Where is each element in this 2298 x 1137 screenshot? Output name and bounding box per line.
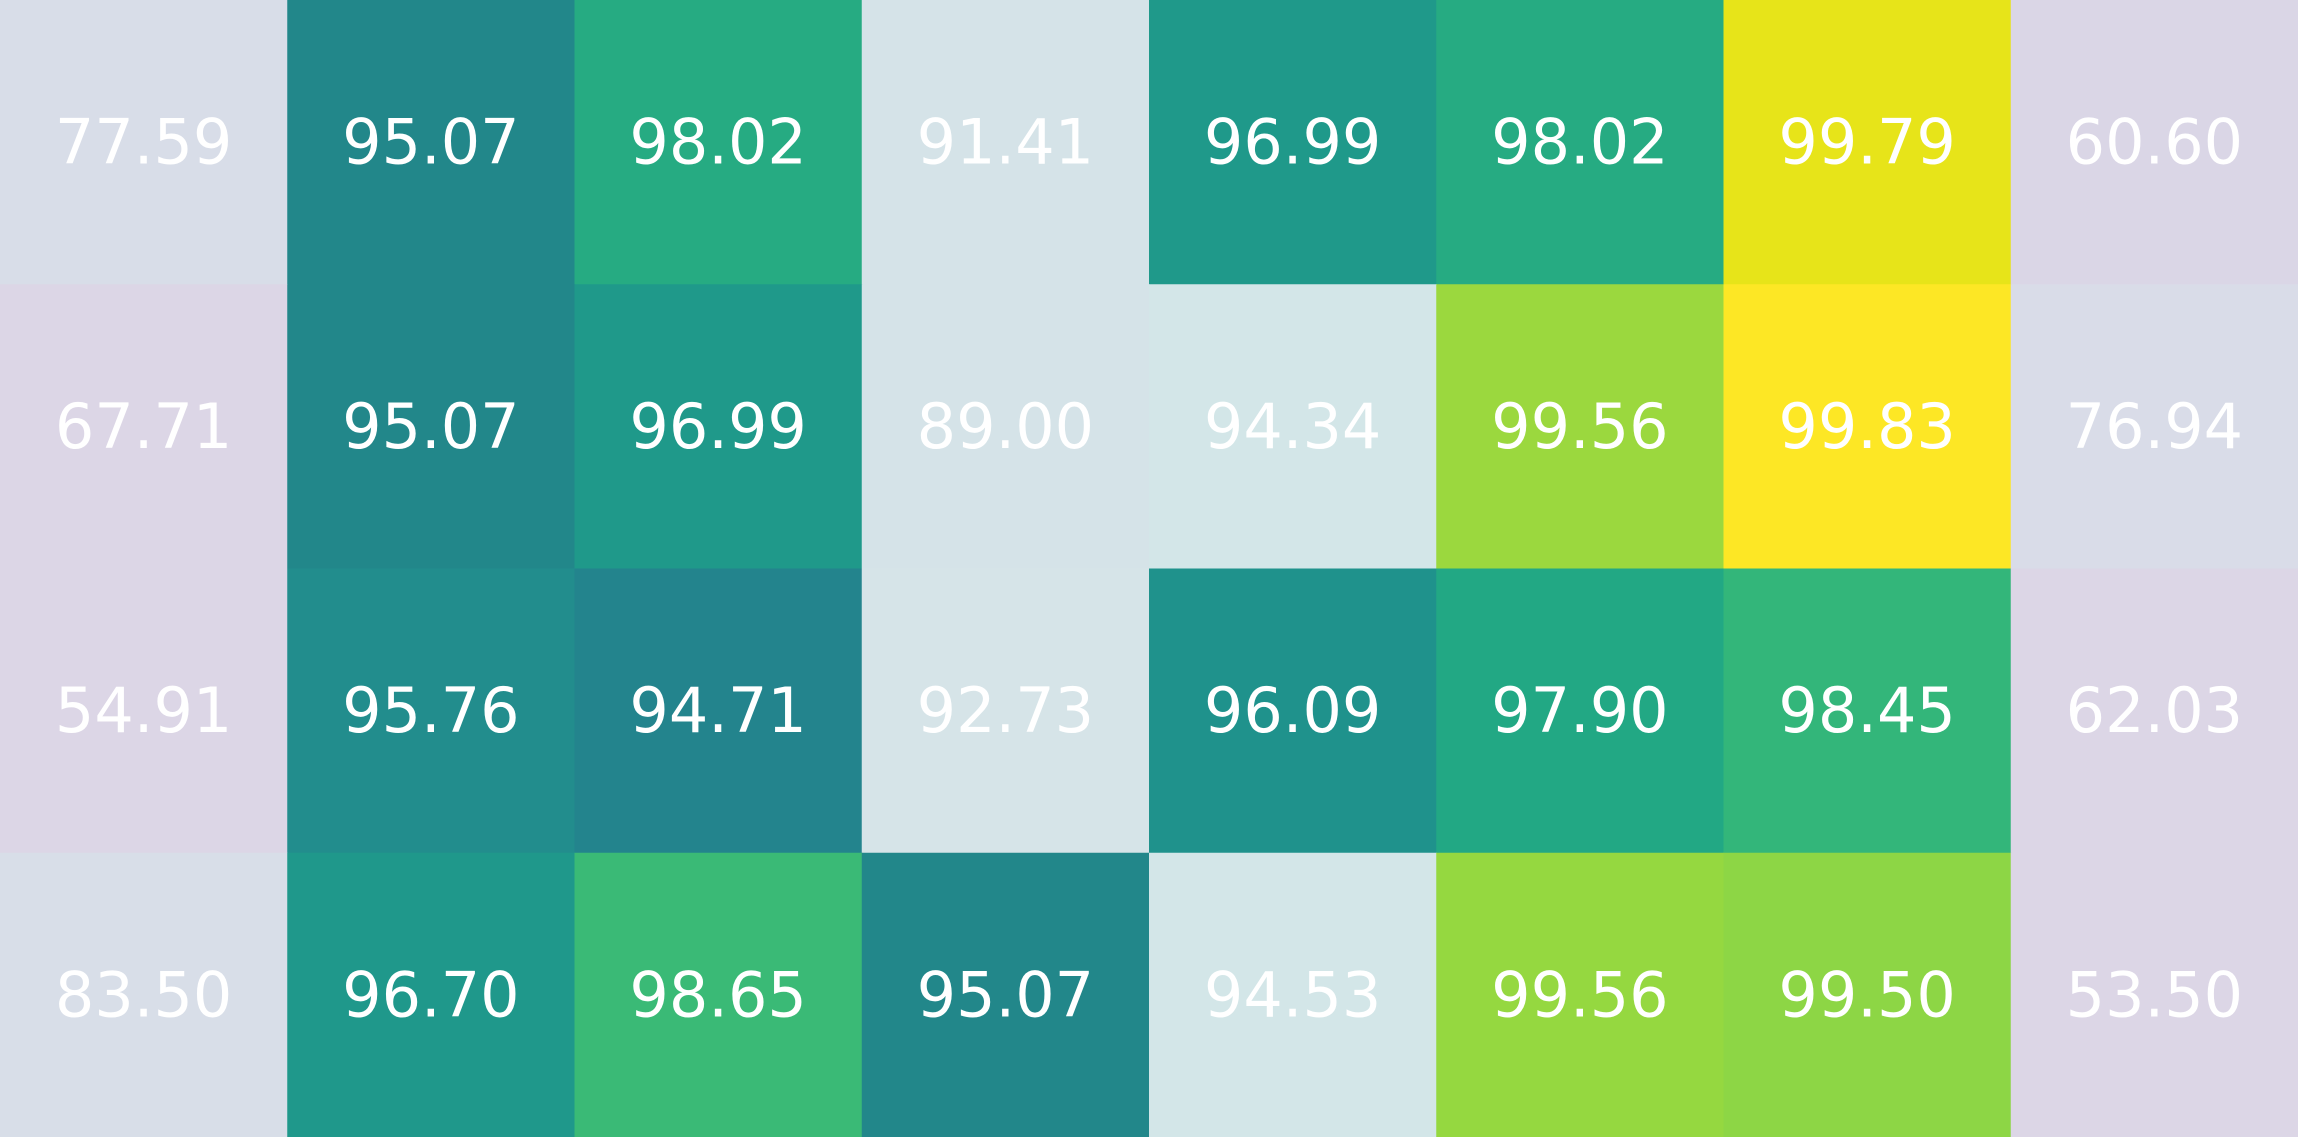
heatmap-cell-r0-c7 [2010,0,2298,285]
heatmap-cell-r1-c5 [1436,284,1725,570]
cell-label-r0-c5: 98.02 [1491,106,1669,179]
heatmap-cell-r3-c4 [1149,852,1437,1137]
cell-label-r0-c7: 60.60 [2066,106,2244,179]
cell-label-r2-c1: 95.76 [342,674,520,747]
cell-label-r1-c4: 94.34 [1204,390,1382,463]
cell-label-r1-c1: 95.07 [342,390,520,463]
cell-label-r2-c2: 94.71 [629,674,807,747]
heatmap-cell-r1-c2 [574,284,863,570]
heatmap-cell-r2-c4 [1149,568,1437,854]
heatmap-cell-r0-c6 [1723,0,2012,285]
cell-label-r2-c3: 92.73 [917,674,1095,747]
cell-label-r3-c6: 99.50 [1778,958,1956,1031]
heatmap-cell-r0-c0 [0,0,288,285]
cell-label-r1-c6: 99.83 [1778,390,1956,463]
heatmap-cell-r1-c3 [861,284,1150,570]
cell-label-r3-c4: 94.53 [1204,958,1382,1031]
cell-label-r2-c5: 97.90 [1491,674,1669,747]
heatmap-cell-r1-c0 [0,284,288,570]
heatmap-cell-r3-c6 [1723,852,2012,1137]
cell-label-r1-c7: 76.94 [2066,390,2244,463]
cell-label-r0-c3: 91.41 [917,106,1095,179]
cell-label-r0-c2: 98.02 [629,106,807,179]
cell-label-r3-c1: 96.70 [342,958,520,1031]
heatmap-cell-r2-c2 [574,568,863,854]
heatmap-cell-r2-c1 [287,568,576,854]
cell-label-r3-c7: 53.50 [2066,958,2244,1031]
heatmap-cell-r1-c4 [1149,284,1437,570]
cell-label-r1-c5: 99.56 [1491,390,1669,463]
heatmap-cell-r1-c7 [2010,284,2298,570]
cell-label-r0-c0: 77.59 [55,106,233,179]
heatmap-cell-r1-c1 [287,284,576,570]
heatmap-cell-r2-c7 [2010,568,2298,854]
heatmap-cell-r0-c2 [574,0,863,285]
cell-label-r1-c2: 96.99 [629,390,807,463]
heatmap-cell-r0-c4 [1149,0,1437,285]
heatmap-cell-r0-c5 [1436,0,1725,285]
heatmap-cell-r1-c6 [1723,284,2012,570]
heatmap-cell-r2-c3 [861,568,1150,854]
cell-label-r2-c6: 98.45 [1778,674,1956,747]
cell-label-r1-c3: 89.00 [917,390,1095,463]
heatmap-cell-r2-c0 [0,568,288,854]
heatmap-cell-r2-c6 [1723,568,2012,854]
cell-label-r3-c5: 99.56 [1491,958,1669,1031]
heatmap-cell-r3-c3 [861,852,1150,1137]
cell-label-r3-c2: 98.65 [629,958,807,1031]
cell-label-r3-c0: 83.50 [55,958,233,1031]
heatmap-cell-r3-c0 [0,852,288,1137]
heatmap-cell-r0-c3 [861,0,1150,285]
cell-label-r2-c4: 96.09 [1204,674,1382,747]
cell-label-r0-c4: 96.99 [1204,106,1382,179]
cell-label-r2-c7: 62.03 [2066,674,2244,747]
heatmap-cell-r3-c5 [1436,852,1725,1137]
heatmap-cell-r3-c7 [2010,852,2298,1137]
cell-label-r0-c1: 95.07 [342,106,520,179]
cell-label-r1-c0: 67.71 [55,390,233,463]
heatmap-cell-r3-c2 [574,852,863,1137]
heatmap-cell-r2-c5 [1436,568,1725,854]
cell-label-r3-c3: 95.07 [917,958,1095,1031]
heatmap-cell-r3-c1 [287,852,576,1137]
heatmap-cell-r0-c1 [287,0,576,285]
cell-label-r2-c0: 54.91 [55,674,233,747]
cell-label-r0-c6: 99.79 [1778,106,1956,179]
heatmap-labels: 77.59 95.07 98.02 91.41 96.99 98.02 99.79 60.60… [55,106,2243,1032]
